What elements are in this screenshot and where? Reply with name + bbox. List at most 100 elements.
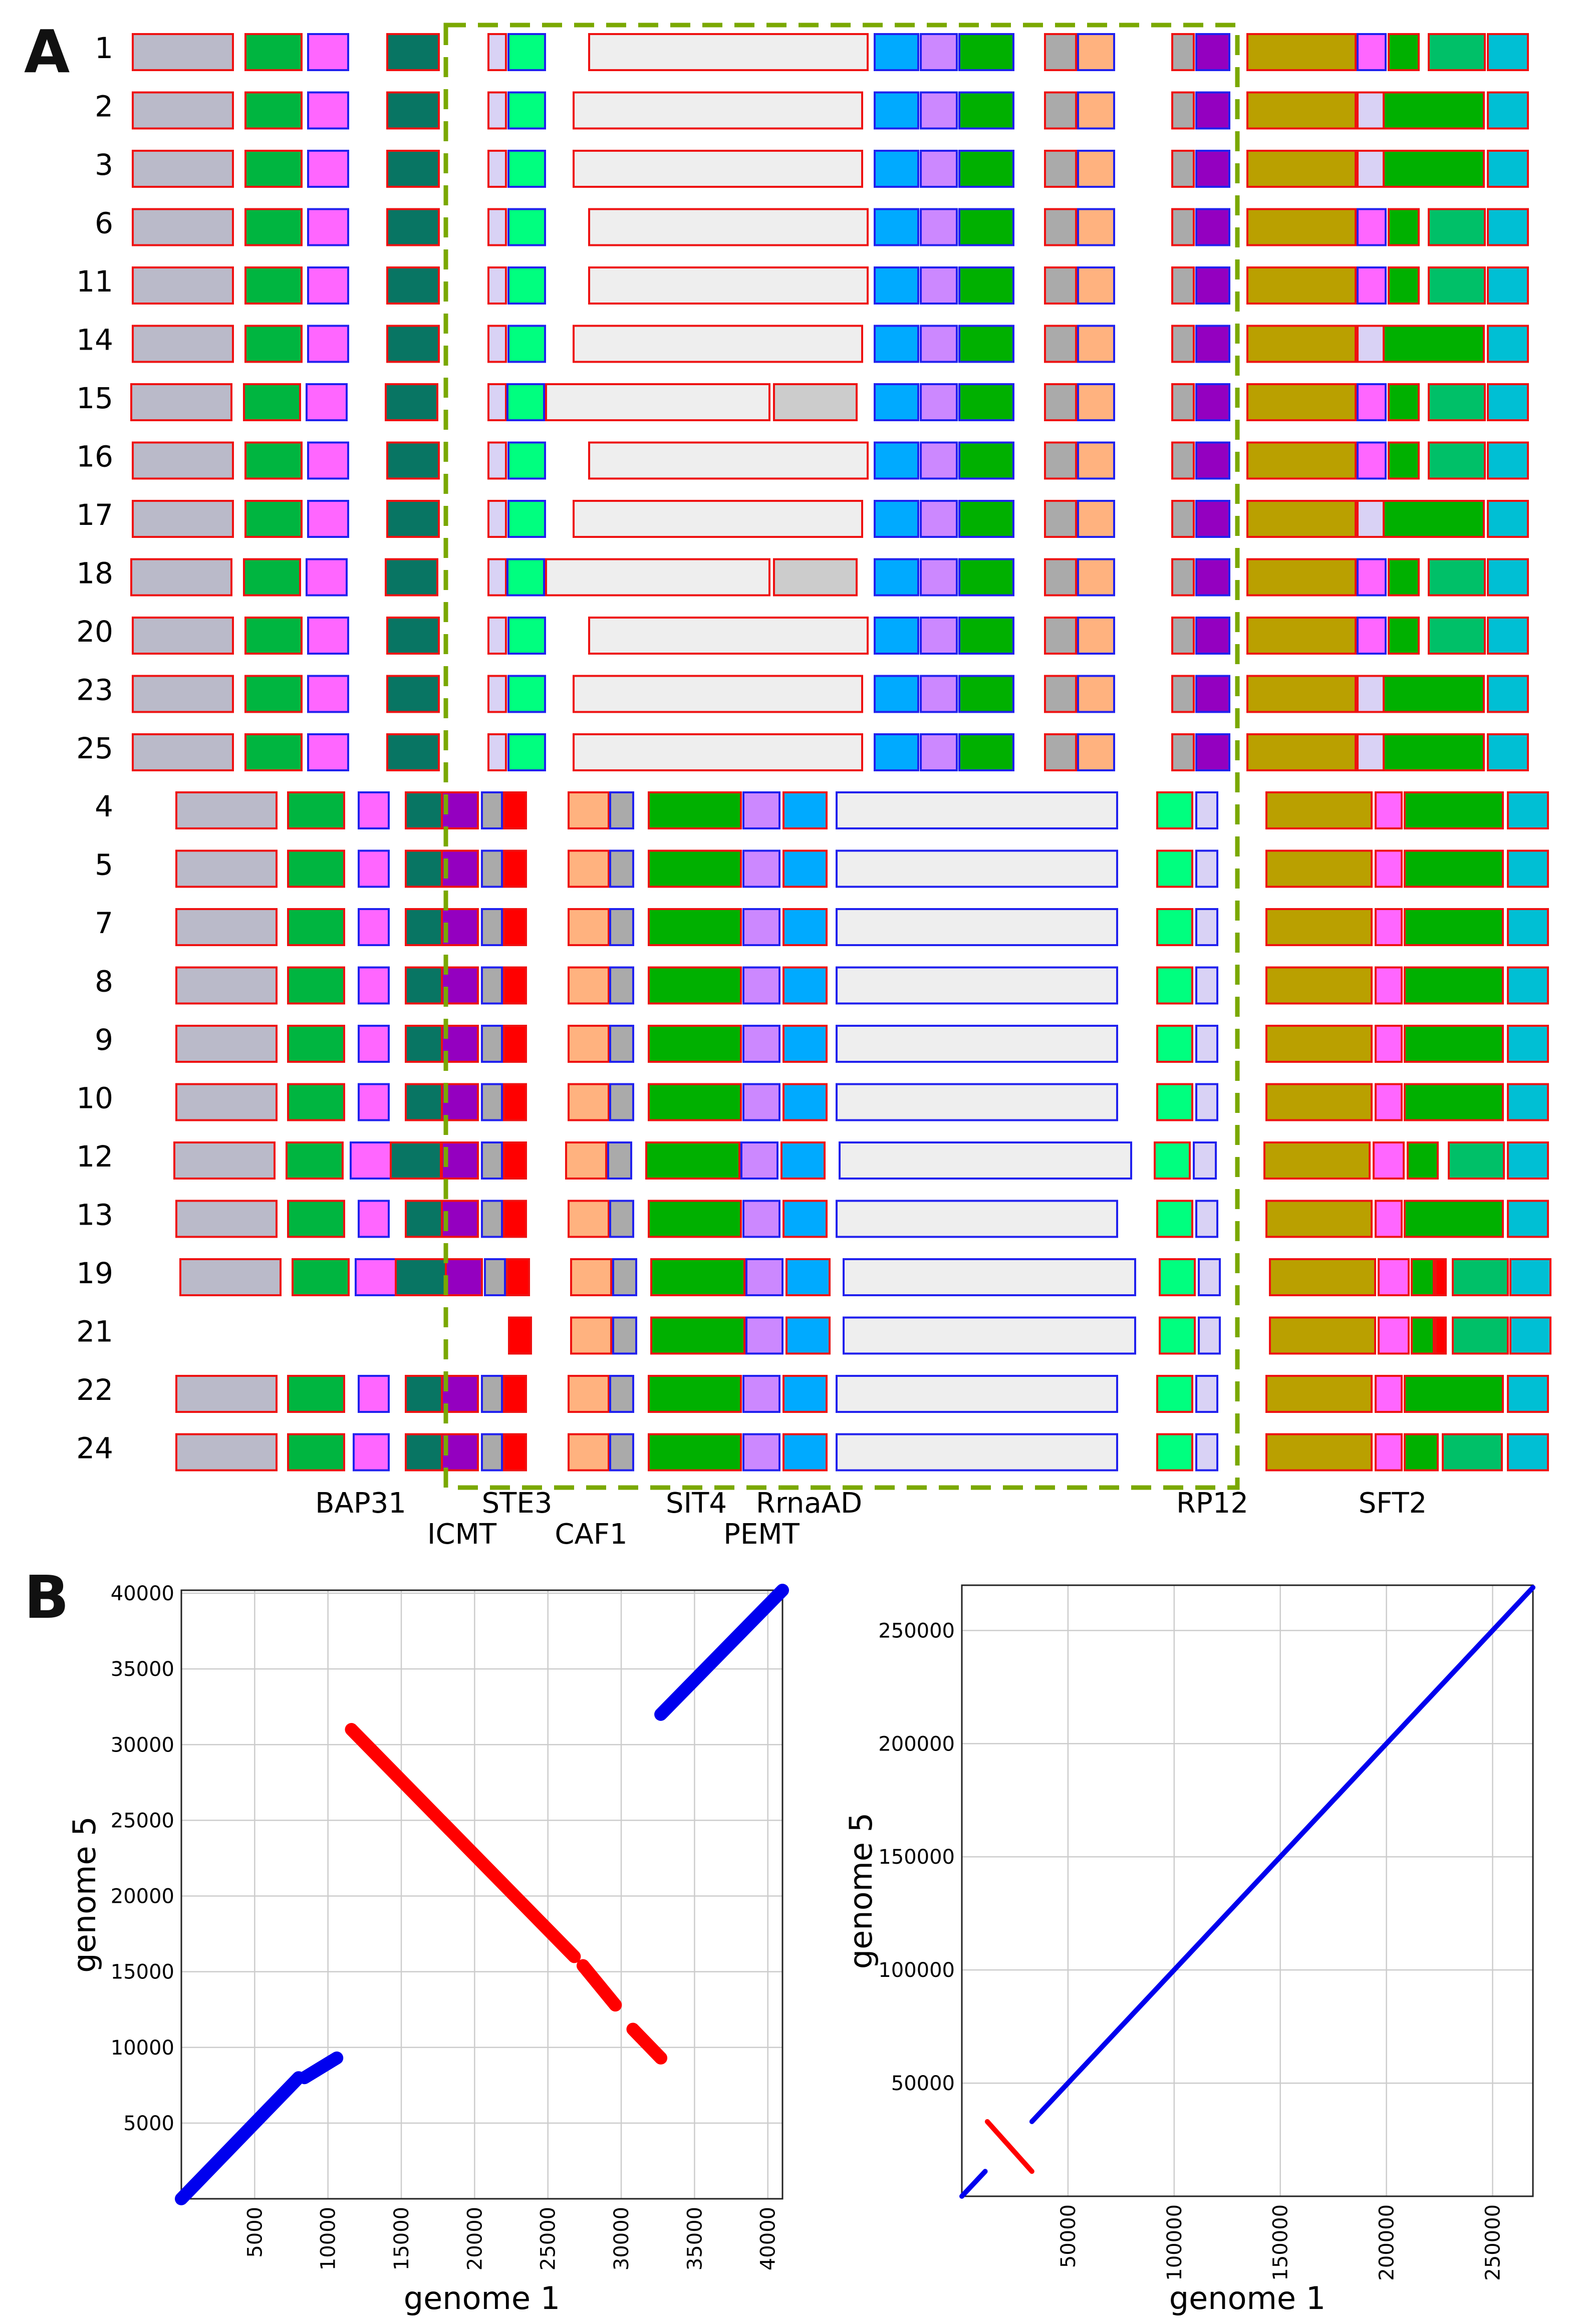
- gene-block: [836, 1375, 1118, 1413]
- gene-block: [306, 558, 348, 597]
- gene-block: [1388, 266, 1420, 305]
- gene-block: [874, 266, 919, 305]
- gene-block: [1044, 500, 1077, 538]
- x-tick-label: 40000: [757, 2207, 780, 2270]
- gene-block: [1044, 91, 1077, 130]
- gene-block: [358, 1200, 390, 1238]
- gene-block: [1375, 908, 1403, 946]
- gene-block: [786, 1316, 831, 1355]
- gene-block: [609, 849, 634, 888]
- x-tick-label: 50000: [1057, 2204, 1080, 2268]
- gene-block: [573, 325, 863, 363]
- alignment-segment-forward: [654, 1584, 789, 1721]
- genome-row: 12: [76, 1139, 1549, 1180]
- gene-block: [1448, 1141, 1505, 1180]
- gene-block: [573, 733, 863, 771]
- gene-block: [1507, 791, 1549, 829]
- genome-row-number: 9: [95, 1023, 113, 1057]
- dotplot-right: 50000 100000 150000 200000 250000 50000 10000…: [843, 1584, 1535, 2316]
- gene-block: [874, 208, 919, 246]
- x-axis-label: genome 1: [404, 2280, 560, 2316]
- gene-block: [648, 1375, 742, 1413]
- gene-block: [386, 91, 440, 130]
- gene-block: [175, 1200, 278, 1238]
- gene-block: [503, 1375, 527, 1413]
- conserved-region-box: [443, 23, 1240, 1490]
- gene-block: [1195, 208, 1230, 246]
- gene-block: [588, 208, 869, 246]
- gene-block: [1246, 617, 1357, 655]
- gene-block: [1375, 966, 1403, 1005]
- gene-block: [355, 1258, 397, 1296]
- alignment-segment-reverse: [626, 2022, 668, 2065]
- gene-block: [1357, 150, 1387, 188]
- gene-block: [1156, 908, 1193, 946]
- gene-block: [1077, 383, 1115, 421]
- gene-block: [243, 558, 301, 597]
- gene-block: [782, 966, 828, 1005]
- gene-block: [481, 1433, 503, 1472]
- genome-row-number: 16: [76, 440, 113, 474]
- genome-row: 20: [76, 615, 1529, 655]
- gene-block: [1452, 1258, 1509, 1296]
- genome-row: 13: [76, 1198, 1549, 1238]
- genome-row-number: 14: [76, 323, 113, 357]
- gene-block: [1357, 617, 1387, 655]
- genome-row: 11: [76, 264, 1529, 305]
- genome-row: 2: [95, 90, 1529, 130]
- y-tick-label: 150000: [878, 1846, 955, 1869]
- gene-block: [503, 849, 527, 888]
- gene-block: [1487, 675, 1529, 713]
- gene-block: [1044, 675, 1077, 713]
- gene-block: [920, 383, 958, 421]
- gene-block: [481, 849, 503, 888]
- y-tick-label: 100000: [878, 1959, 955, 1982]
- plot-frame: [961, 1584, 1534, 2197]
- gene-block: [1428, 441, 1486, 480]
- gene-block: [292, 1258, 350, 1296]
- gene-block: [1171, 617, 1195, 655]
- gene-block: [503, 1025, 527, 1063]
- gene-block: [487, 150, 507, 188]
- gene-block: [1265, 908, 1373, 946]
- plot-frame: [180, 1589, 783, 2200]
- gene-block: [958, 733, 1014, 771]
- alignment-segment-forward: [1029, 1585, 1535, 2124]
- gene-block: [958, 383, 1014, 421]
- gene-block: [958, 617, 1014, 655]
- gene-block: [874, 441, 919, 480]
- gene-block: [1198, 1258, 1221, 1296]
- gene-block: [1246, 91, 1357, 130]
- gene-block: [1428, 558, 1486, 597]
- gene-block: [307, 500, 349, 538]
- genome-row-number: 11: [76, 264, 113, 299]
- gene-block: [782, 1083, 828, 1121]
- gene-block: [1404, 1433, 1439, 1472]
- y-axis-label: genome 5: [66, 1816, 103, 1972]
- gene-block: [1171, 675, 1195, 713]
- gene-block: [1195, 266, 1230, 305]
- gene-label-rrnaad: RrnaAD: [756, 1487, 862, 1520]
- gene-block: [1357, 675, 1387, 713]
- gene-block: [1156, 791, 1193, 829]
- gene-block: [920, 617, 958, 655]
- gene-block: [1487, 558, 1529, 597]
- gene-block: [645, 1141, 740, 1180]
- gene-block: [1383, 325, 1485, 363]
- gene-block: [1435, 1316, 1447, 1355]
- gene-block: [287, 908, 345, 946]
- genome-row: 9: [95, 1023, 1549, 1063]
- gene-block: [1487, 617, 1529, 655]
- gene-block: [1193, 1141, 1217, 1180]
- gene-block: [1044, 617, 1077, 655]
- gene-block: [1375, 849, 1403, 888]
- gene-block: [782, 1433, 828, 1472]
- gene-block: [405, 908, 443, 946]
- gene-block: [1442, 1433, 1503, 1472]
- gene-block: [1487, 441, 1529, 480]
- genome-row-number: 13: [76, 1198, 113, 1232]
- gene-block: [487, 558, 507, 597]
- gene-block: [1154, 1141, 1191, 1180]
- gene-block: [1269, 1316, 1376, 1355]
- gene-block: [920, 208, 958, 246]
